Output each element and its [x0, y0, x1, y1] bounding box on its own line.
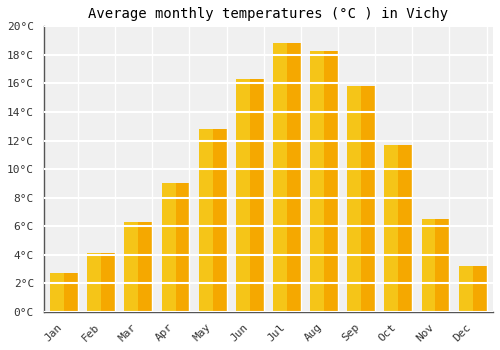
Bar: [310, 50, 324, 312]
Bar: [458, 266, 472, 312]
Bar: [287, 43, 301, 312]
Bar: [273, 43, 287, 312]
Bar: [124, 222, 138, 312]
Bar: [436, 219, 450, 312]
Bar: [88, 253, 101, 312]
Bar: [101, 253, 115, 312]
Bar: [398, 145, 412, 312]
Bar: [348, 86, 361, 312]
Bar: [212, 129, 226, 312]
Bar: [50, 273, 64, 312]
Bar: [472, 266, 486, 312]
Bar: [138, 222, 152, 312]
Bar: [64, 273, 78, 312]
Bar: [422, 219, 436, 312]
Bar: [384, 145, 398, 312]
Bar: [198, 129, 212, 312]
Bar: [176, 183, 190, 312]
Bar: [162, 183, 175, 312]
Title: Average monthly temperatures (°C ) in Vichy: Average monthly temperatures (°C ) in Vi…: [88, 7, 448, 21]
Bar: [324, 50, 338, 312]
Bar: [250, 79, 264, 312]
Bar: [361, 86, 375, 312]
Bar: [236, 79, 250, 312]
